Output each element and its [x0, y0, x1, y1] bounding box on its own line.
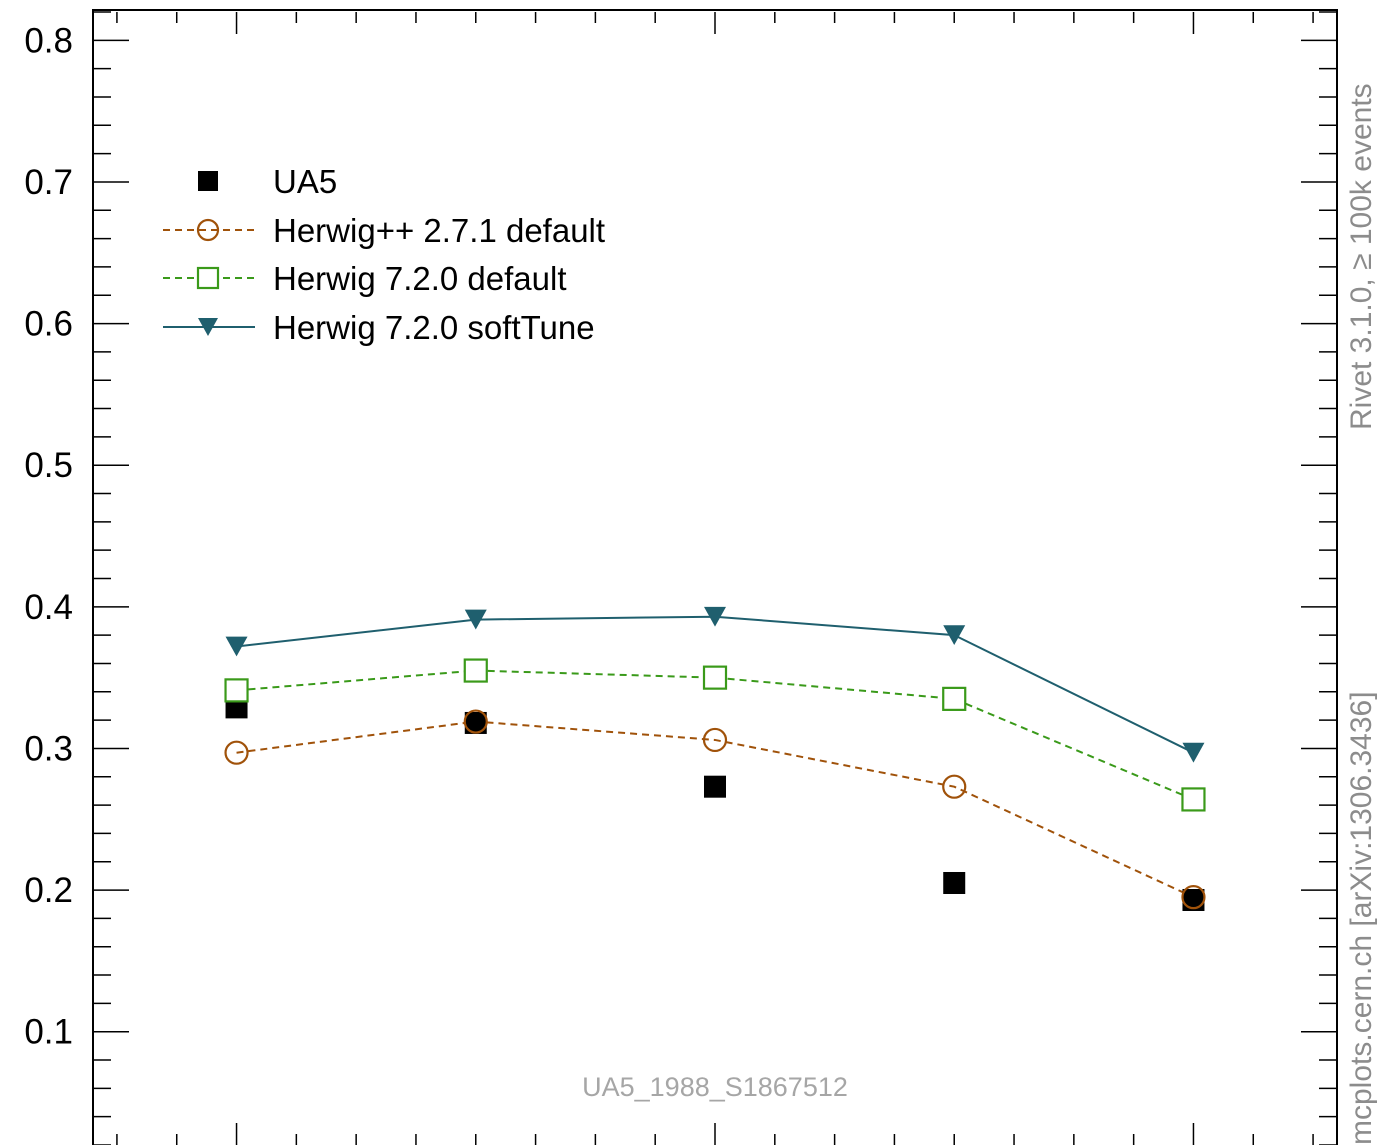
series-3-markers	[225, 606, 1205, 763]
y-tick-label: 0.3	[24, 729, 73, 768]
series-line	[236, 669, 1194, 801]
data-point	[702, 665, 728, 690]
series-1-line-group	[236, 720, 1194, 899]
data-point	[943, 625, 966, 646]
legend-label: Herwig 7.2.0 default	[273, 260, 567, 297]
series-2-line-group	[236, 669, 1194, 801]
y-tick-label: 0.7	[24, 163, 73, 202]
data-point	[464, 609, 487, 630]
data-point	[463, 709, 488, 734]
plot-frame	[92, 9, 1338, 1145]
plot-border	[92, 9, 1338, 1145]
mcplots-reference-label: mcplots.cern.ch [arXiv:1306.3436]	[1345, 691, 1378, 1145]
data-point	[224, 740, 249, 765]
data-series	[224, 606, 1206, 911]
data-point	[942, 774, 967, 799]
legend-label: Herwig 7.2.0 softTune	[273, 309, 595, 346]
series-1-markers	[224, 709, 1206, 910]
legend-marker	[198, 171, 218, 191]
legend: UA5 Herwig++ 2.7.1 default Herwig 7.2.0 de…	[163, 163, 605, 346]
y-tick-label: 0.6	[24, 305, 73, 344]
analysis-id-watermark: UA5_1988_S1867512	[582, 1072, 848, 1102]
data-point	[225, 636, 248, 657]
legend-label: UA5	[273, 163, 337, 200]
data-point	[704, 775, 726, 798]
y-tick-labels: 0.1 0.2 0.3 0.4 0.5 0.6 0.7 0.8	[24, 21, 73, 1051]
rivet-version-label: Rivet 3.1.0, ≥ 100k events	[1345, 83, 1378, 430]
y-tick-label: 0.5	[24, 446, 73, 485]
data-point	[704, 606, 726, 627]
data-point	[224, 678, 249, 703]
legend-marker	[198, 318, 218, 336]
data-point	[702, 727, 728, 753]
series-line	[236, 720, 1194, 899]
axis-ticks	[93, 11, 1337, 1145]
data-point	[1181, 885, 1206, 910]
y-tick-label: 0.4	[24, 588, 73, 627]
series-2-markers	[224, 658, 1206, 812]
data-point	[463, 658, 488, 683]
y-tick-label: 0.8	[24, 21, 73, 60]
legend-label: Herwig++ 2.7.1 default	[273, 212, 605, 249]
data-point	[464, 711, 487, 734]
data-point	[942, 686, 967, 711]
legend-marker	[196, 218, 220, 242]
data-point	[943, 871, 966, 894]
y-tick-label: 0.2	[24, 871, 73, 910]
data-point	[1181, 787, 1206, 812]
data-point	[1182, 742, 1205, 763]
y-tick-label: 0.1	[24, 1013, 73, 1052]
legend-marker	[196, 266, 220, 290]
